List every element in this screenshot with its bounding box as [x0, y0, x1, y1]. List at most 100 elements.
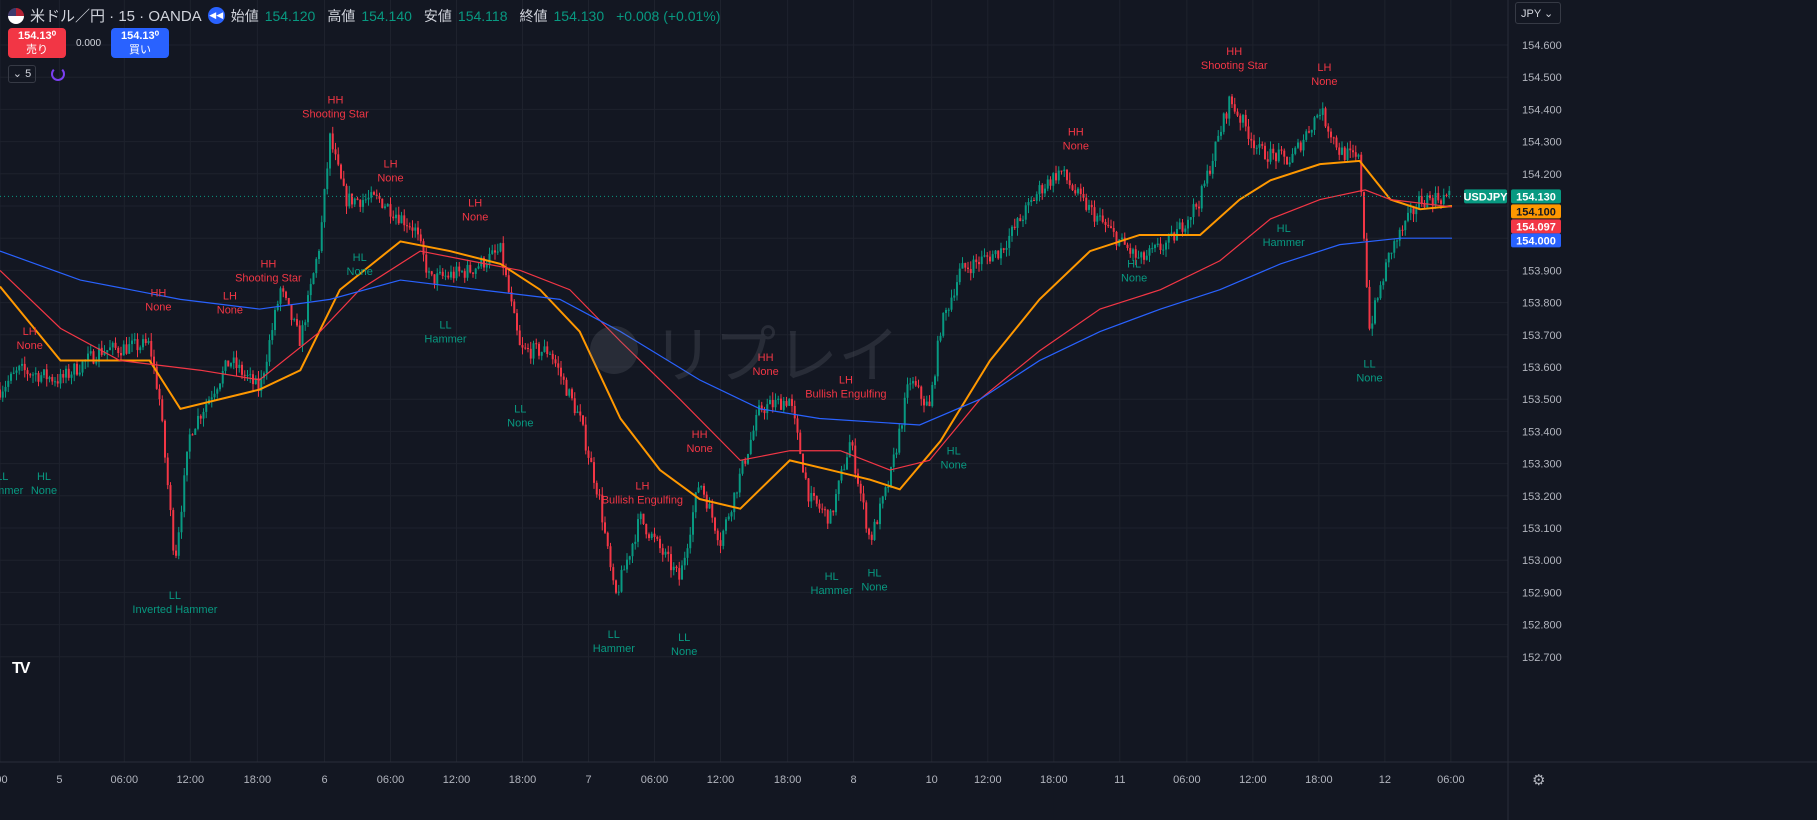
- candle-body: [92, 351, 95, 364]
- replay-rewind-icon[interactable]: ◀◀: [207, 7, 225, 24]
- candle-body: [1027, 202, 1030, 206]
- annotation-label: None: [31, 485, 57, 497]
- tradingview-logo[interactable]: TV: [12, 660, 31, 677]
- candle-body: [367, 197, 370, 200]
- annotation-label: Bullish Engulfing: [805, 388, 886, 400]
- candle-body: [120, 353, 122, 356]
- candle-body: [447, 275, 450, 278]
- ma-mid-badge-bg: [1511, 219, 1561, 234]
- candle-body: [1294, 147, 1297, 154]
- candle-body: [986, 255, 989, 257]
- candle-body: [1074, 190, 1077, 194]
- candle-body: [304, 322, 307, 326]
- price-tick-label: 153.000: [1522, 555, 1562, 567]
- candle-body: [131, 340, 133, 345]
- annotation-label: LL: [439, 320, 451, 332]
- price-tick-label: 153.900: [1522, 265, 1562, 277]
- annotation-label: HH: [758, 352, 774, 364]
- candle-body: [10, 373, 12, 381]
- annotation-label: HH: [150, 288, 166, 300]
- candle-body: [725, 519, 727, 531]
- candle-body: [903, 397, 906, 426]
- candle-body: [961, 263, 964, 269]
- candle-body: [1090, 204, 1093, 208]
- candle-body: [1167, 235, 1170, 243]
- candle-body: [21, 363, 23, 366]
- ma-fast-badge: 154.100: [1516, 206, 1556, 218]
- annotation-label: LH: [635, 481, 649, 493]
- annotation-label: LL: [678, 632, 690, 644]
- candle-body: [37, 373, 40, 382]
- candle-body: [1159, 243, 1162, 250]
- candle-body: [593, 462, 595, 483]
- price-badges: USDJPY 154.130 154.100 154.097 154.000: [0, 189, 1561, 248]
- candle-body: [901, 425, 903, 429]
- candle-body: [1385, 262, 1387, 282]
- candle-body: [1107, 224, 1110, 227]
- annotation-label: None: [861, 582, 887, 594]
- sell-button[interactable]: 154.13⁰ 売り: [8, 28, 66, 58]
- last-price-badge-bg: [1511, 189, 1561, 204]
- last-price-badge: 154.130: [1516, 191, 1556, 203]
- candle-body: [43, 369, 45, 376]
- candle-body: [439, 271, 441, 274]
- time-tick-label: 12:00: [443, 774, 471, 786]
- candle-body: [1203, 183, 1206, 187]
- candle-body: [491, 250, 494, 254]
- candle-body: [1002, 248, 1005, 250]
- annotation-label: LH: [839, 374, 853, 386]
- candle-body: [851, 442, 854, 446]
- candle-body: [584, 424, 587, 451]
- time-tick-label: 18:00: [1305, 774, 1333, 786]
- candle-body: [1401, 229, 1404, 231]
- candle-body: [227, 360, 230, 367]
- candle-body: [824, 509, 826, 511]
- time-axis[interactable]: :00 5 06:00 12:00 18:00 6 06:00 12:00 18:00 7 06:0…: [0, 774, 1465, 786]
- candle-body: [147, 340, 150, 344]
- candle-body: [1283, 150, 1286, 157]
- candle-body: [1162, 249, 1165, 251]
- annotation-label: Hammer: [593, 643, 636, 655]
- candle-body: [1365, 238, 1368, 287]
- price-tick-label: 152.800: [1522, 620, 1562, 632]
- currency-select[interactable]: JPY ⌄: [1515, 2, 1561, 24]
- candle-body: [1126, 244, 1129, 249]
- candle-body: [969, 269, 972, 274]
- indicators-toggle[interactable]: ⌄ 5: [8, 65, 36, 83]
- candle-body: [73, 363, 76, 375]
- open-value: 154.120: [264, 7, 316, 24]
- candle-body: [400, 215, 403, 224]
- candle-body: [290, 304, 293, 320]
- candle-body: [1302, 139, 1305, 151]
- time-tick-label: 18:00: [1040, 774, 1068, 786]
- candle-body: [282, 288, 285, 292]
- candle-body: [1024, 205, 1027, 220]
- price-axis[interactable]: 152.700 152.800 152.900 153.000 153.100 153.2…: [1522, 40, 1562, 664]
- candle-body: [4, 386, 7, 392]
- candle-body: [95, 361, 98, 364]
- annotation-label: HL: [947, 445, 961, 457]
- candle-body: [128, 344, 131, 354]
- buy-button[interactable]: 154.13⁰ 買い: [111, 28, 170, 58]
- candle-body: [914, 381, 917, 386]
- loading-spinner-icon: [51, 67, 65, 81]
- candle-body: [1030, 199, 1033, 203]
- candle-body: [997, 250, 1000, 259]
- symbol-title[interactable]: 米ドル／円 · 15 · OANDA: [30, 8, 202, 25]
- candle-body: [958, 268, 961, 283]
- time-tick-label: 7: [585, 774, 591, 786]
- candle-body: [1374, 300, 1376, 324]
- candle-body: [1420, 196, 1423, 204]
- candle-body: [392, 216, 395, 219]
- candle-body: [521, 345, 524, 348]
- candle-body: [433, 274, 436, 284]
- annotation-label: None: [1063, 141, 1089, 153]
- settings-gear-icon[interactable]: ⚙: [1532, 772, 1546, 789]
- annotation-label: HH: [1068, 127, 1084, 139]
- candle-body: [450, 271, 452, 278]
- symbol-badge-bg: [1464, 189, 1507, 204]
- candle-body: [425, 254, 428, 273]
- candle-body: [920, 386, 923, 399]
- candle-body: [1236, 111, 1239, 116]
